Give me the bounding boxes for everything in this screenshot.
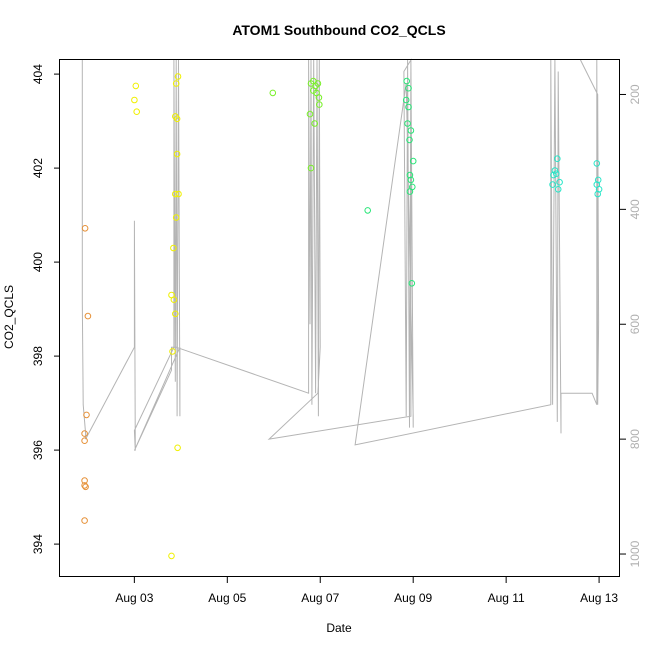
y-axis-left: 394 396 398 400 402 404 bbox=[31, 64, 60, 554]
data-point bbox=[407, 127, 415, 134]
x-tick-label: Aug 07 bbox=[301, 591, 339, 605]
x-tick-label: Aug 03 bbox=[115, 591, 153, 605]
data-point bbox=[554, 155, 561, 162]
chart-title: ATOM1 Southbound CO2_QCLS bbox=[232, 22, 445, 38]
x-tick-label: Aug 05 bbox=[208, 591, 246, 605]
data-point bbox=[81, 517, 88, 524]
data-point bbox=[403, 77, 411, 85]
data-point bbox=[364, 207, 372, 214]
data-point bbox=[81, 430, 88, 437]
y2-tick-label: 200 bbox=[628, 84, 642, 104]
data-point bbox=[408, 280, 416, 287]
y2-tick-label: 800 bbox=[628, 429, 642, 449]
data-point bbox=[172, 80, 180, 87]
data-point bbox=[131, 96, 138, 104]
data-point bbox=[133, 108, 140, 115]
x-tick-label: Aug 11 bbox=[488, 591, 525, 605]
data-point bbox=[82, 483, 89, 491]
data-point bbox=[84, 312, 92, 320]
y-tick-label: 398 bbox=[31, 346, 45, 366]
data-point bbox=[556, 178, 563, 186]
y2-tick-label: 400 bbox=[628, 199, 642, 219]
data-point bbox=[406, 188, 414, 195]
y-axis-right: 200 400 600 800 1000 bbox=[620, 84, 642, 567]
data-point bbox=[549, 181, 556, 188]
data-point bbox=[594, 176, 602, 184]
data-point bbox=[314, 80, 322, 87]
data-point bbox=[404, 120, 411, 127]
data-point bbox=[315, 94, 323, 101]
data-point bbox=[170, 296, 178, 304]
data-point bbox=[307, 164, 315, 172]
data-point bbox=[409, 157, 417, 165]
y2-tick-label: 600 bbox=[628, 314, 642, 334]
data-point bbox=[169, 348, 176, 355]
data-point bbox=[402, 96, 410, 104]
y-tick-label: 394 bbox=[31, 534, 45, 554]
points-layer bbox=[81, 73, 603, 560]
altitude-line-layer bbox=[81, 58, 600, 451]
data-point bbox=[172, 310, 179, 318]
y-tick-label: 402 bbox=[31, 158, 45, 178]
data-point bbox=[593, 160, 601, 167]
data-point bbox=[406, 171, 414, 179]
data-point bbox=[172, 214, 180, 221]
data-point bbox=[594, 190, 602, 198]
data-point bbox=[311, 120, 319, 127]
data-point bbox=[83, 411, 90, 419]
data-point bbox=[595, 186, 603, 193]
y-tick-label: 400 bbox=[31, 252, 45, 272]
data-point bbox=[554, 186, 562, 193]
y-tick-label: 404 bbox=[31, 64, 45, 84]
data-point bbox=[405, 84, 412, 92]
data-point bbox=[407, 176, 415, 184]
data-point bbox=[81, 225, 89, 232]
data-point bbox=[132, 82, 140, 90]
altitude-line bbox=[81, 58, 600, 451]
data-point bbox=[553, 170, 560, 177]
data-point bbox=[170, 244, 177, 252]
data-point bbox=[269, 89, 277, 97]
x-axis-label: Date bbox=[326, 621, 352, 635]
data-point bbox=[174, 444, 181, 452]
x-axis: Aug 03 Aug 05 Aug 07 Aug 09 Aug 11 Aug 13 bbox=[115, 577, 618, 605]
data-point bbox=[306, 110, 314, 118]
y-tick-label: 396 bbox=[31, 440, 45, 460]
y2-tick-label: 1000 bbox=[628, 540, 642, 567]
data-point bbox=[406, 136, 413, 144]
data-point bbox=[174, 73, 182, 80]
data-point bbox=[173, 150, 181, 158]
data-point bbox=[551, 167, 559, 174]
data-point bbox=[81, 482, 88, 489]
data-point bbox=[81, 477, 88, 484]
data-point bbox=[316, 101, 323, 108]
y-axis-label: CO2_QCLS bbox=[2, 285, 16, 349]
data-point bbox=[172, 190, 179, 198]
data-point bbox=[405, 103, 412, 111]
x-tick-label: Aug 09 bbox=[394, 591, 432, 605]
data-point bbox=[168, 552, 175, 560]
plot-frame bbox=[59, 59, 620, 577]
data-point bbox=[175, 190, 182, 198]
x-tick-label: Aug 13 bbox=[580, 591, 618, 605]
data-point bbox=[173, 115, 181, 123]
data-point bbox=[81, 437, 88, 445]
